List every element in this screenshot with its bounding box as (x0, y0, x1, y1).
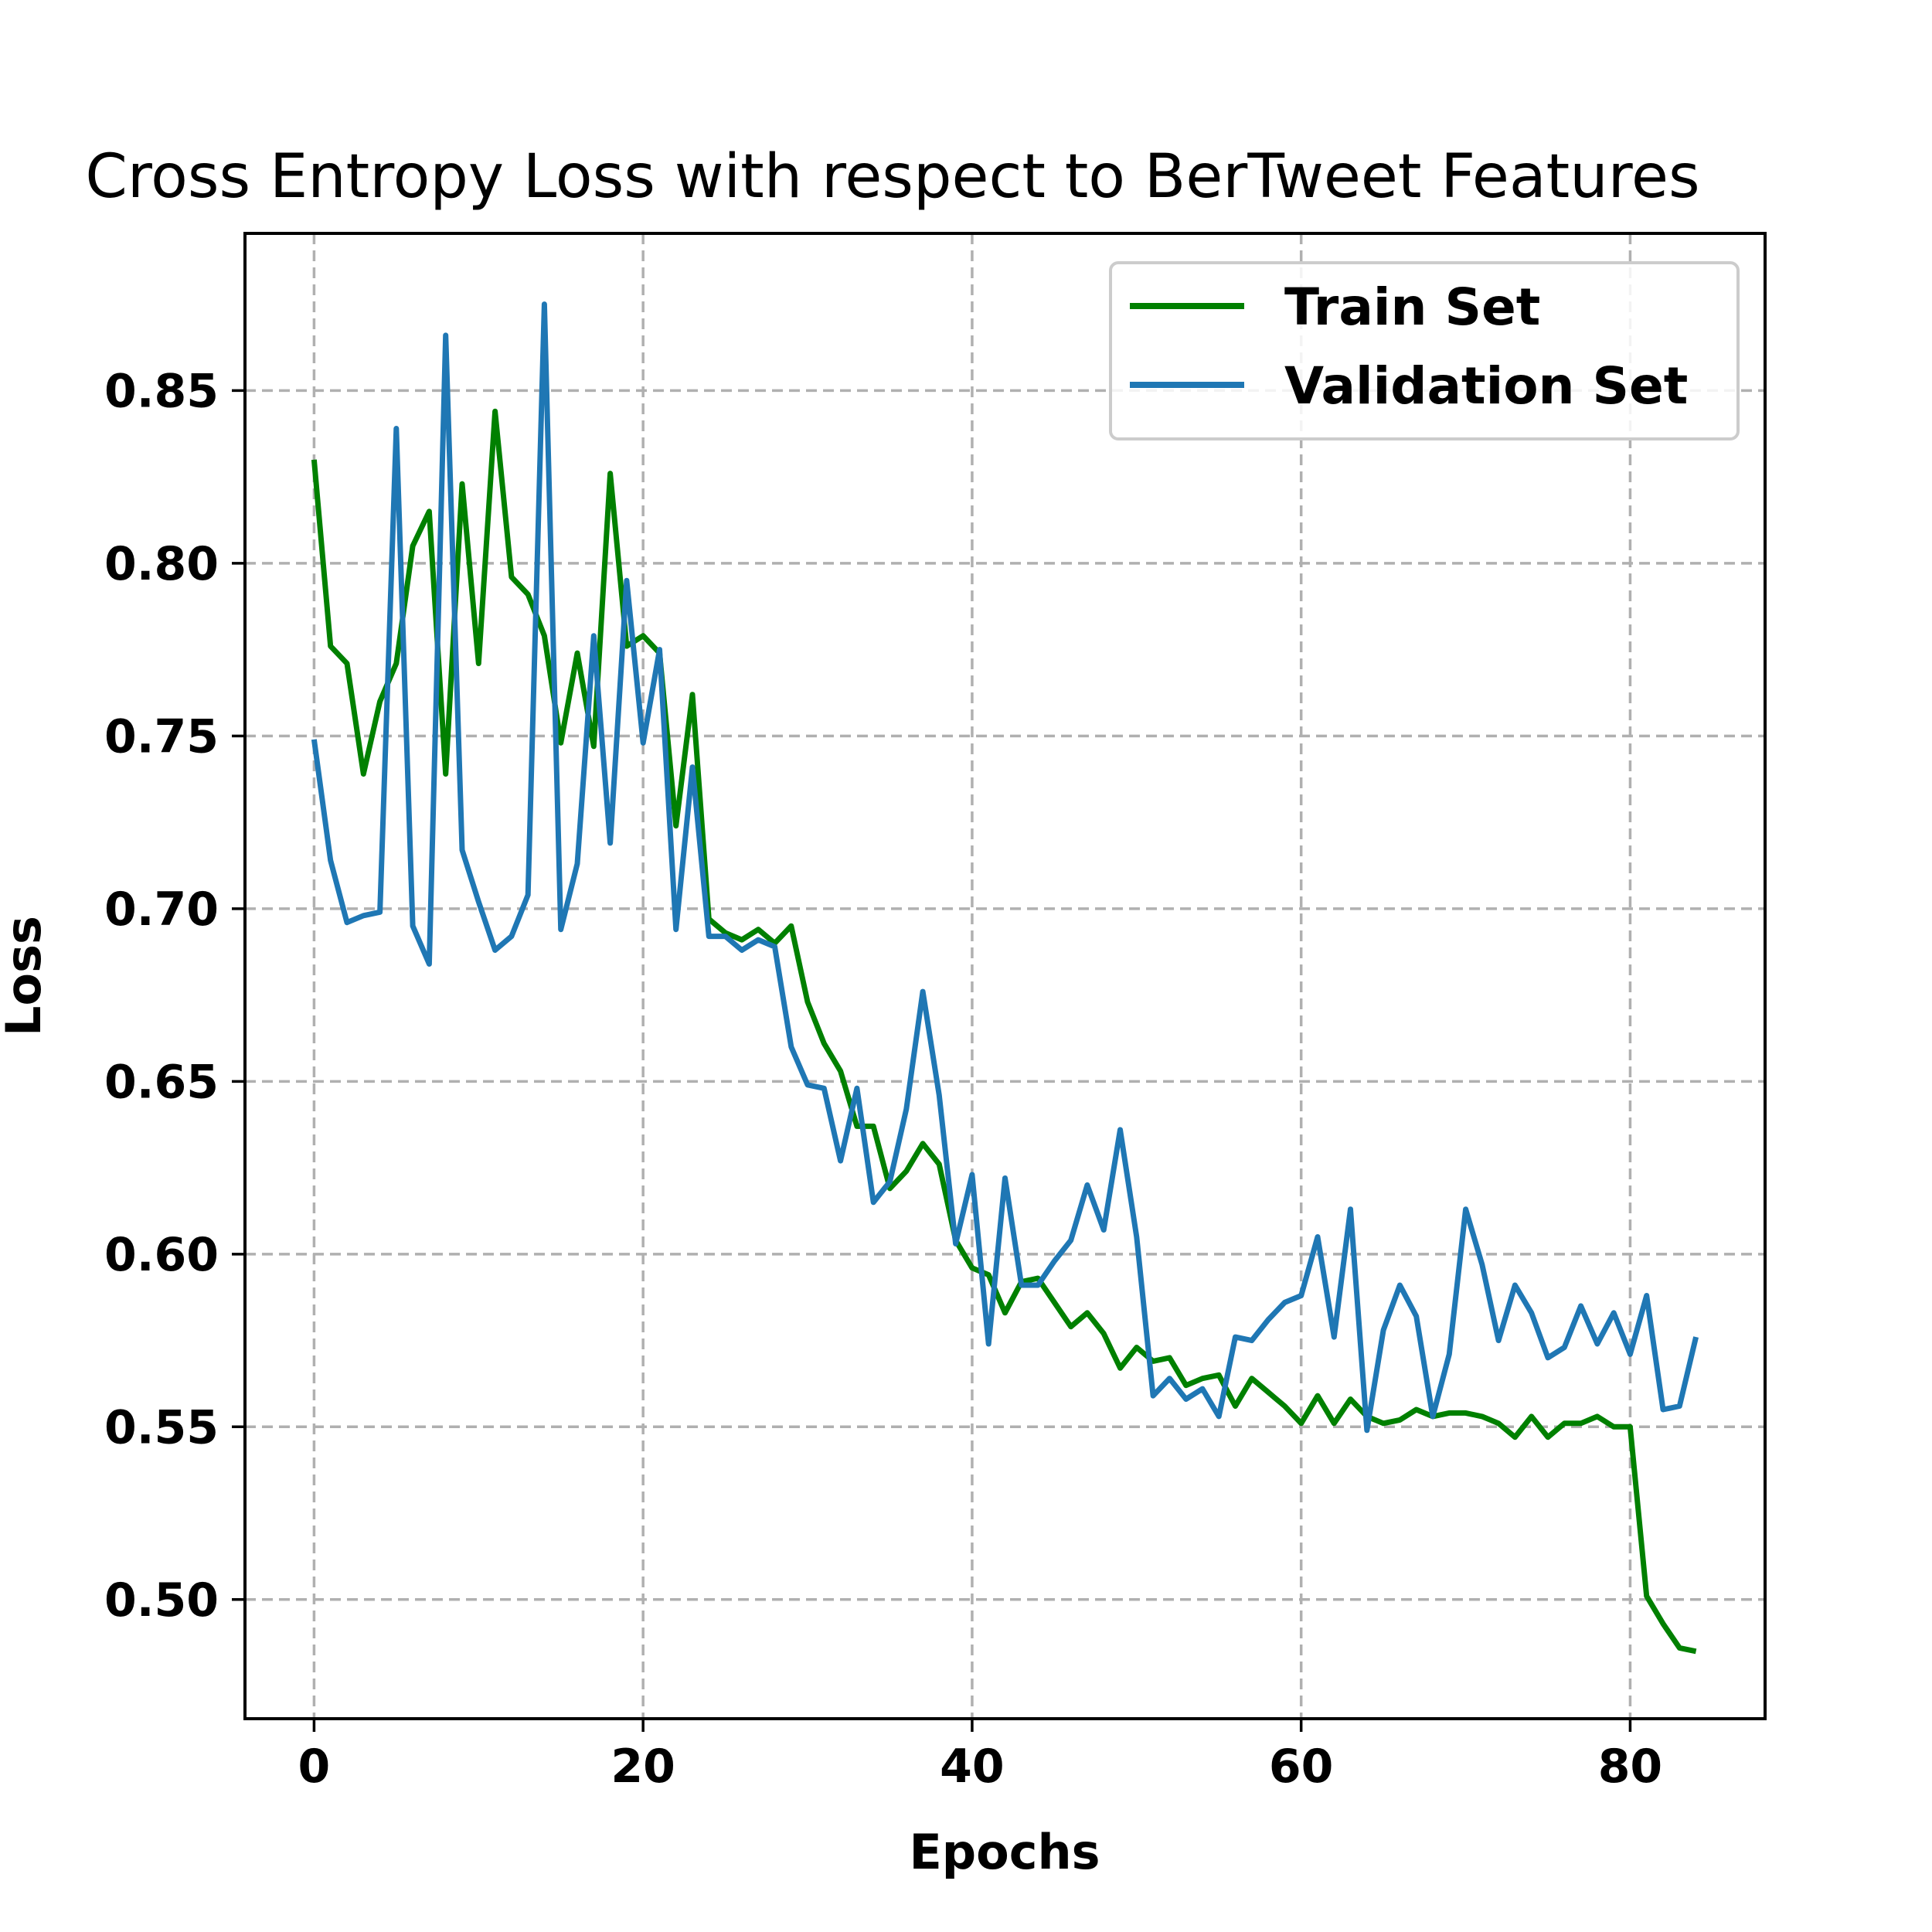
y-tick-label: 0.50 (104, 1573, 219, 1628)
legend: Train Set Validation Set (1109, 261, 1740, 440)
y-axis-label: Loss (0, 916, 52, 1036)
x-tick-label: 80 (1598, 1740, 1663, 1794)
y-tick-label: 0.60 (104, 1228, 219, 1282)
chart-title: Cross Entropy Loss with respect to BerTw… (85, 142, 1699, 212)
y-tick-label: 0.55 (104, 1400, 219, 1454)
plot-area-frame (243, 232, 1767, 1720)
y-tick-label: 0.65 (104, 1055, 219, 1109)
axis-ticks: 0 20 40 60 80 0.50 0.55 0.60 0.65 0.70 0.75 0.80 0.8… (104, 364, 1662, 1794)
x-tick-label: 60 (1269, 1740, 1334, 1794)
validation-set-line (311, 301, 1699, 1434)
y-tick-label: 0.75 (104, 709, 219, 764)
legend-label-train: Train Set (1284, 277, 1540, 337)
x-axis-label: Epochs (909, 1824, 1100, 1880)
train-set-line (311, 408, 1697, 1655)
legend-box (1109, 261, 1740, 440)
series-lines (311, 301, 1699, 1655)
y-tick-label: 0.70 (104, 883, 219, 937)
y-tick-label: 0.80 (104, 537, 219, 591)
legend-label-validation: Validation Set (1284, 356, 1688, 416)
x-tick-label: 40 (940, 1740, 1005, 1794)
x-tick-label: 0 (298, 1740, 331, 1794)
y-tick-label: 0.85 (104, 364, 219, 418)
x-tick-label: 20 (611, 1740, 675, 1794)
